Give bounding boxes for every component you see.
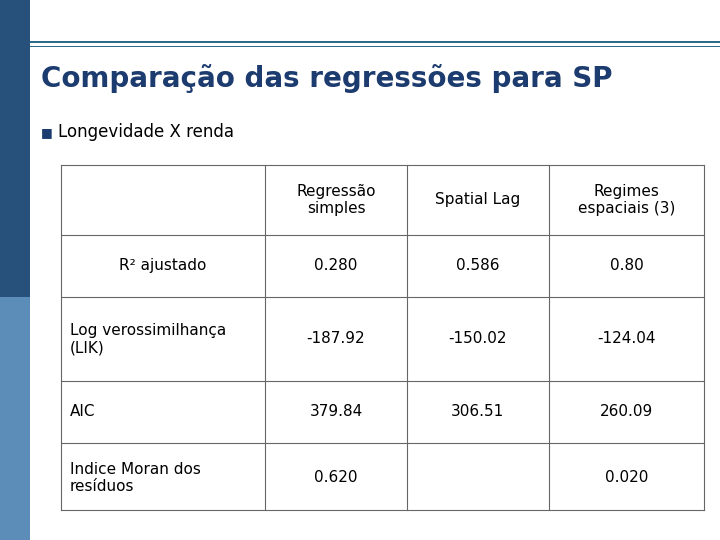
- Text: -187.92: -187.92: [307, 332, 365, 346]
- Text: Indice Moran dos
resíduos: Indice Moran dos resíduos: [70, 462, 201, 494]
- Text: -124.04: -124.04: [597, 332, 656, 346]
- Bar: [0, 297, 30, 540]
- Text: 0.80: 0.80: [610, 259, 643, 273]
- Text: Longevidade X renda: Longevidade X renda: [58, 123, 233, 141]
- Text: Log verossimilhança
(LIK): Log verossimilhança (LIK): [70, 323, 226, 355]
- Bar: [30, 46, 720, 47]
- Text: Comparação das regressões para SP: Comparação das regressões para SP: [41, 64, 613, 93]
- Text: Spatial Lag: Spatial Lag: [435, 192, 521, 207]
- Bar: [30, 41, 720, 43]
- Text: 379.84: 379.84: [310, 404, 363, 419]
- Text: 0.280: 0.280: [315, 259, 358, 273]
- Text: Regimes
espaciais (3): Regimes espaciais (3): [577, 184, 675, 216]
- Text: 0.020: 0.020: [605, 470, 648, 485]
- Text: 306.51: 306.51: [451, 404, 505, 419]
- Text: R² ajustado: R² ajustado: [120, 259, 207, 273]
- Text: ■: ■: [41, 126, 53, 139]
- Text: AIC: AIC: [70, 404, 95, 419]
- Text: 0.620: 0.620: [314, 470, 358, 485]
- Text: 260.09: 260.09: [600, 404, 653, 419]
- Text: -150.02: -150.02: [449, 332, 507, 346]
- Text: 0.586: 0.586: [456, 259, 500, 273]
- Text: Regressão
simples: Regressão simples: [296, 184, 376, 216]
- Bar: [0, 0, 30, 297]
